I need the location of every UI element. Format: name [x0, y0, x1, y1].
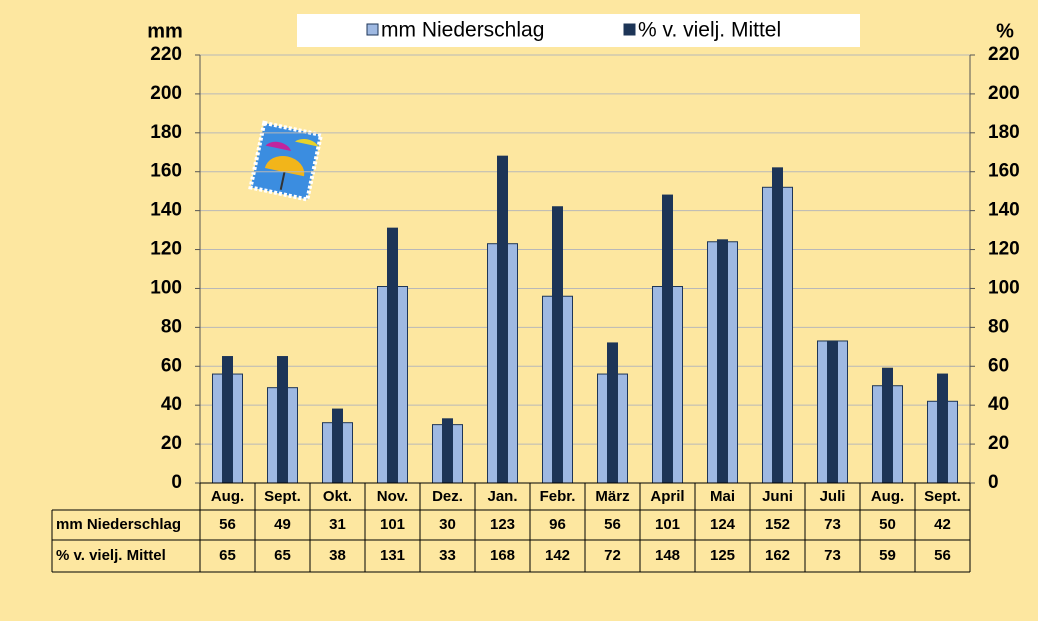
table-value: 101	[380, 516, 405, 533]
x-tick-label: Juli	[820, 488, 846, 505]
x-tick-label: April	[650, 488, 684, 505]
table-value: 38	[329, 547, 346, 564]
y-tick-label: 80	[161, 316, 182, 337]
x-tick-label: Sept.	[264, 488, 301, 505]
y-tick-label: 180	[150, 122, 182, 143]
bar	[443, 419, 453, 483]
y-tick-label: 220	[150, 44, 182, 65]
table-value: 142	[545, 547, 570, 564]
y2-tick-label: 100	[988, 277, 1020, 298]
y2-tick-label: 20	[988, 433, 1009, 454]
table-value: 49	[274, 516, 291, 533]
table-row-label: % v. vielj. Mittel	[56, 547, 166, 564]
bar	[388, 228, 398, 483]
legend-swatch	[367, 24, 378, 35]
x-tick-label: Jan.	[487, 488, 517, 505]
y-tick-label: 140	[150, 200, 182, 221]
table-value: 168	[490, 547, 515, 564]
y2-tick-label: 120	[988, 239, 1020, 260]
bar	[608, 343, 618, 483]
table-value: 125	[710, 547, 735, 564]
x-tick-label: Okt.	[323, 488, 352, 505]
bar	[718, 240, 728, 483]
x-tick-label: Sept.	[924, 488, 961, 505]
y-tick-label: 200	[150, 83, 182, 104]
umbrella-icon	[251, 123, 321, 200]
y2-tick-label: 180	[988, 122, 1020, 143]
table-value: 31	[329, 516, 346, 533]
x-tick-label: März	[595, 488, 629, 505]
table-value: 72	[604, 547, 621, 564]
table-value: 73	[824, 547, 841, 564]
y2-tick-label: 60	[988, 355, 1009, 376]
x-tick-label: Dez.	[432, 488, 463, 505]
bar	[828, 341, 838, 483]
x-tick-label: Aug.	[211, 488, 244, 505]
table-value: 123	[490, 516, 515, 533]
table-value: 56	[934, 547, 951, 564]
y2-tick-label: 200	[988, 83, 1020, 104]
x-tick-label: Aug.	[871, 488, 904, 505]
legend-label: % v. vielj. Mittel	[638, 19, 781, 42]
table-value: 162	[765, 547, 790, 564]
table-value: 96	[549, 516, 566, 533]
bar	[333, 409, 343, 483]
bar	[663, 195, 673, 483]
y2-tick-label: 220	[988, 44, 1020, 65]
legend-label: mm Niederschlag	[381, 19, 544, 42]
y2-tick-label: 40	[988, 394, 1009, 415]
x-tick-label: Febr.	[540, 488, 576, 505]
y-tick-label: 0	[171, 472, 182, 493]
table-value: 73	[824, 516, 841, 533]
y-tick-label: 20	[161, 433, 182, 454]
x-tick-label: Juni	[762, 488, 793, 505]
y2-axis-label: %	[996, 20, 1014, 42]
table-row-label: mm Niederschlag	[56, 516, 181, 533]
x-tick-label: Nov.	[377, 488, 408, 505]
bar	[773, 168, 783, 483]
y2-tick-label: 0	[988, 472, 999, 493]
y2-tick-label: 160	[988, 161, 1020, 182]
y2-tick-label: 140	[988, 200, 1020, 221]
bar	[278, 357, 288, 483]
table-value: 65	[274, 547, 291, 564]
table-value: 50	[879, 516, 896, 533]
table-value: 101	[655, 516, 680, 533]
table-value: 56	[604, 516, 621, 533]
table-value: 42	[934, 516, 951, 533]
bar	[938, 374, 948, 483]
table-value: 124	[710, 516, 736, 533]
table-value: 33	[439, 547, 456, 564]
table-value: 56	[219, 516, 236, 533]
y-tick-label: 40	[161, 394, 182, 415]
bar	[223, 357, 233, 483]
legend-swatch	[624, 24, 635, 35]
y-axis-label: mm	[147, 20, 183, 42]
bar	[553, 207, 563, 483]
table-value: 148	[655, 547, 680, 564]
bar	[883, 368, 893, 483]
table-value: 59	[879, 547, 896, 564]
y-tick-label: 160	[150, 161, 182, 182]
y-tick-label: 60	[161, 355, 182, 376]
chart: mm % 0 20 40 60 80 100 120 140 160 180 200 220 0 20 40…	[0, 0, 1038, 621]
bar	[498, 156, 508, 483]
table-value: 152	[765, 516, 790, 533]
table-value: 30	[439, 516, 456, 533]
y-tick-label: 100	[150, 277, 182, 298]
table-value: 65	[219, 547, 236, 564]
y2-tick-label: 80	[988, 316, 1009, 337]
y-tick-label: 120	[150, 239, 182, 260]
table-value: 131	[380, 547, 405, 564]
x-tick-label: Mai	[710, 488, 735, 505]
